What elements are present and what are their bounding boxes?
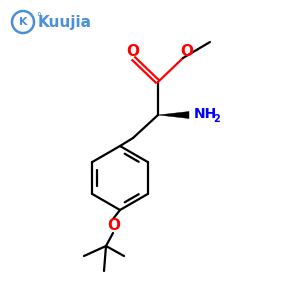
Text: O: O	[181, 44, 194, 59]
Polygon shape	[158, 112, 189, 118]
Text: NH: NH	[194, 107, 217, 121]
Text: 2: 2	[213, 114, 220, 124]
Text: K: K	[19, 17, 27, 27]
Text: O: O	[107, 218, 121, 233]
Text: °: °	[36, 12, 41, 22]
Text: O: O	[127, 44, 140, 59]
Text: Kuujia: Kuujia	[38, 16, 92, 31]
